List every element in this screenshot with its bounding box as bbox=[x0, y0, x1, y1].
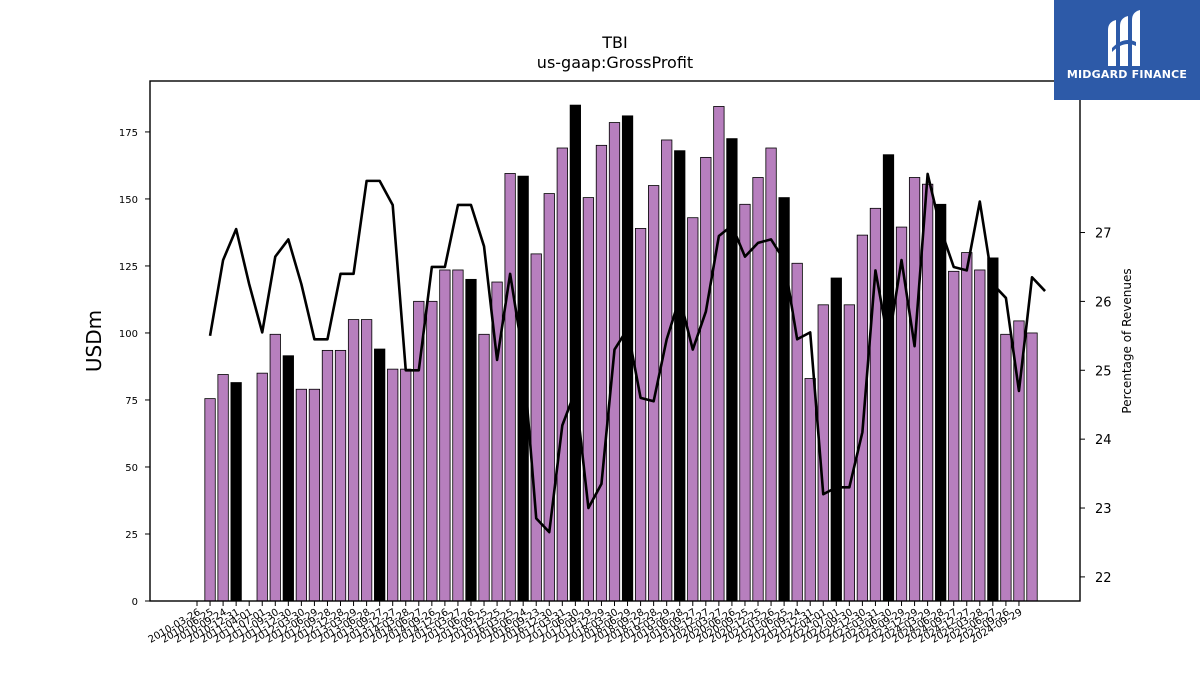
line-series bbox=[208, 172, 1046, 534]
bar-highlighted bbox=[569, 104, 581, 602]
bar-highlighted bbox=[830, 277, 842, 602]
bar bbox=[713, 106, 725, 602]
bar-highlighted bbox=[465, 278, 477, 602]
bar bbox=[347, 319, 360, 602]
bar bbox=[1026, 332, 1038, 602]
bar bbox=[308, 388, 321, 602]
bar bbox=[204, 398, 216, 602]
bar bbox=[922, 183, 934, 602]
y-tick-label: 100 bbox=[119, 329, 138, 340]
bar bbox=[687, 217, 699, 602]
bar-series bbox=[204, 104, 1038, 602]
chart-subtitle: us-gaap:GrossProfit bbox=[537, 53, 693, 72]
y-tick-label: 75 bbox=[125, 396, 138, 407]
bar bbox=[334, 349, 347, 602]
bar bbox=[321, 349, 334, 602]
bar bbox=[478, 333, 490, 602]
plot-frame bbox=[149, 80, 1081, 602]
y-tick-label: 125 bbox=[119, 262, 138, 273]
bar bbox=[582, 197, 595, 602]
bar bbox=[530, 253, 542, 602]
bar bbox=[256, 372, 268, 602]
bar-highlighted bbox=[935, 203, 947, 602]
bar bbox=[648, 185, 660, 602]
x-axis: 2010-03-262010-06-252010-09-242010-12-31… bbox=[147, 601, 1024, 646]
bar bbox=[217, 374, 229, 602]
bar bbox=[843, 304, 855, 602]
bar bbox=[869, 207, 882, 602]
y-tick-label-right: 26 bbox=[1095, 295, 1112, 310]
logo-text: MIDGARD FINANCE bbox=[1066, 68, 1188, 81]
bar bbox=[739, 203, 751, 602]
bar bbox=[556, 147, 568, 602]
bar bbox=[452, 269, 464, 602]
bar bbox=[595, 144, 608, 602]
right-axis: 22 23 24 25 26 27 bbox=[1080, 227, 1112, 586]
y-tick-label-right: 22 bbox=[1095, 571, 1112, 586]
y-tick-label-right: 25 bbox=[1095, 364, 1112, 379]
y-tick-label-right: 24 bbox=[1095, 433, 1112, 448]
y-tick-label: 25 bbox=[125, 530, 138, 541]
bar bbox=[269, 333, 281, 602]
y-axis-label: USDm bbox=[82, 310, 106, 372]
midgard-logo-icon bbox=[1108, 10, 1140, 66]
left-axis: 0 25 50 75 100 125 150 175 bbox=[119, 128, 150, 608]
bar bbox=[1000, 333, 1012, 602]
bar bbox=[804, 378, 816, 602]
bar-highlighted bbox=[282, 355, 294, 602]
bar-highlighted bbox=[726, 138, 738, 602]
chart-title: TBI bbox=[601, 33, 627, 52]
bar bbox=[295, 388, 308, 602]
bar bbox=[908, 177, 921, 602]
bar bbox=[543, 193, 555, 602]
bar bbox=[974, 269, 986, 602]
bar bbox=[439, 269, 451, 602]
bar bbox=[700, 156, 712, 602]
ratio-line bbox=[208, 172, 1046, 534]
y-tick-label: 150 bbox=[119, 195, 138, 206]
bar bbox=[961, 252, 973, 602]
y-tick-label-right: 27 bbox=[1095, 227, 1112, 242]
bar-highlighted bbox=[674, 150, 686, 602]
bar-highlighted bbox=[374, 348, 386, 602]
y-tick-label: 50 bbox=[125, 463, 138, 474]
y-tick-label: 0 bbox=[132, 597, 138, 608]
bar bbox=[387, 368, 399, 602]
y-tick-label-right: 23 bbox=[1095, 502, 1112, 517]
bar-highlighted bbox=[621, 115, 634, 602]
bar-highlighted bbox=[230, 382, 242, 602]
bar-highlighted bbox=[882, 154, 895, 602]
bar-highlighted bbox=[987, 257, 999, 602]
y-tick-label: 175 bbox=[119, 128, 138, 139]
bar bbox=[426, 300, 438, 602]
bar bbox=[504, 173, 516, 602]
bar bbox=[661, 139, 673, 602]
logo: MIDGARD FINANCE bbox=[1054, 0, 1200, 100]
bar bbox=[400, 368, 412, 602]
bar bbox=[634, 228, 647, 602]
y-axis-label-right: Percentage of Revenues bbox=[1120, 268, 1134, 413]
bar bbox=[765, 147, 777, 602]
bar bbox=[360, 319, 373, 602]
bar bbox=[948, 270, 960, 602]
